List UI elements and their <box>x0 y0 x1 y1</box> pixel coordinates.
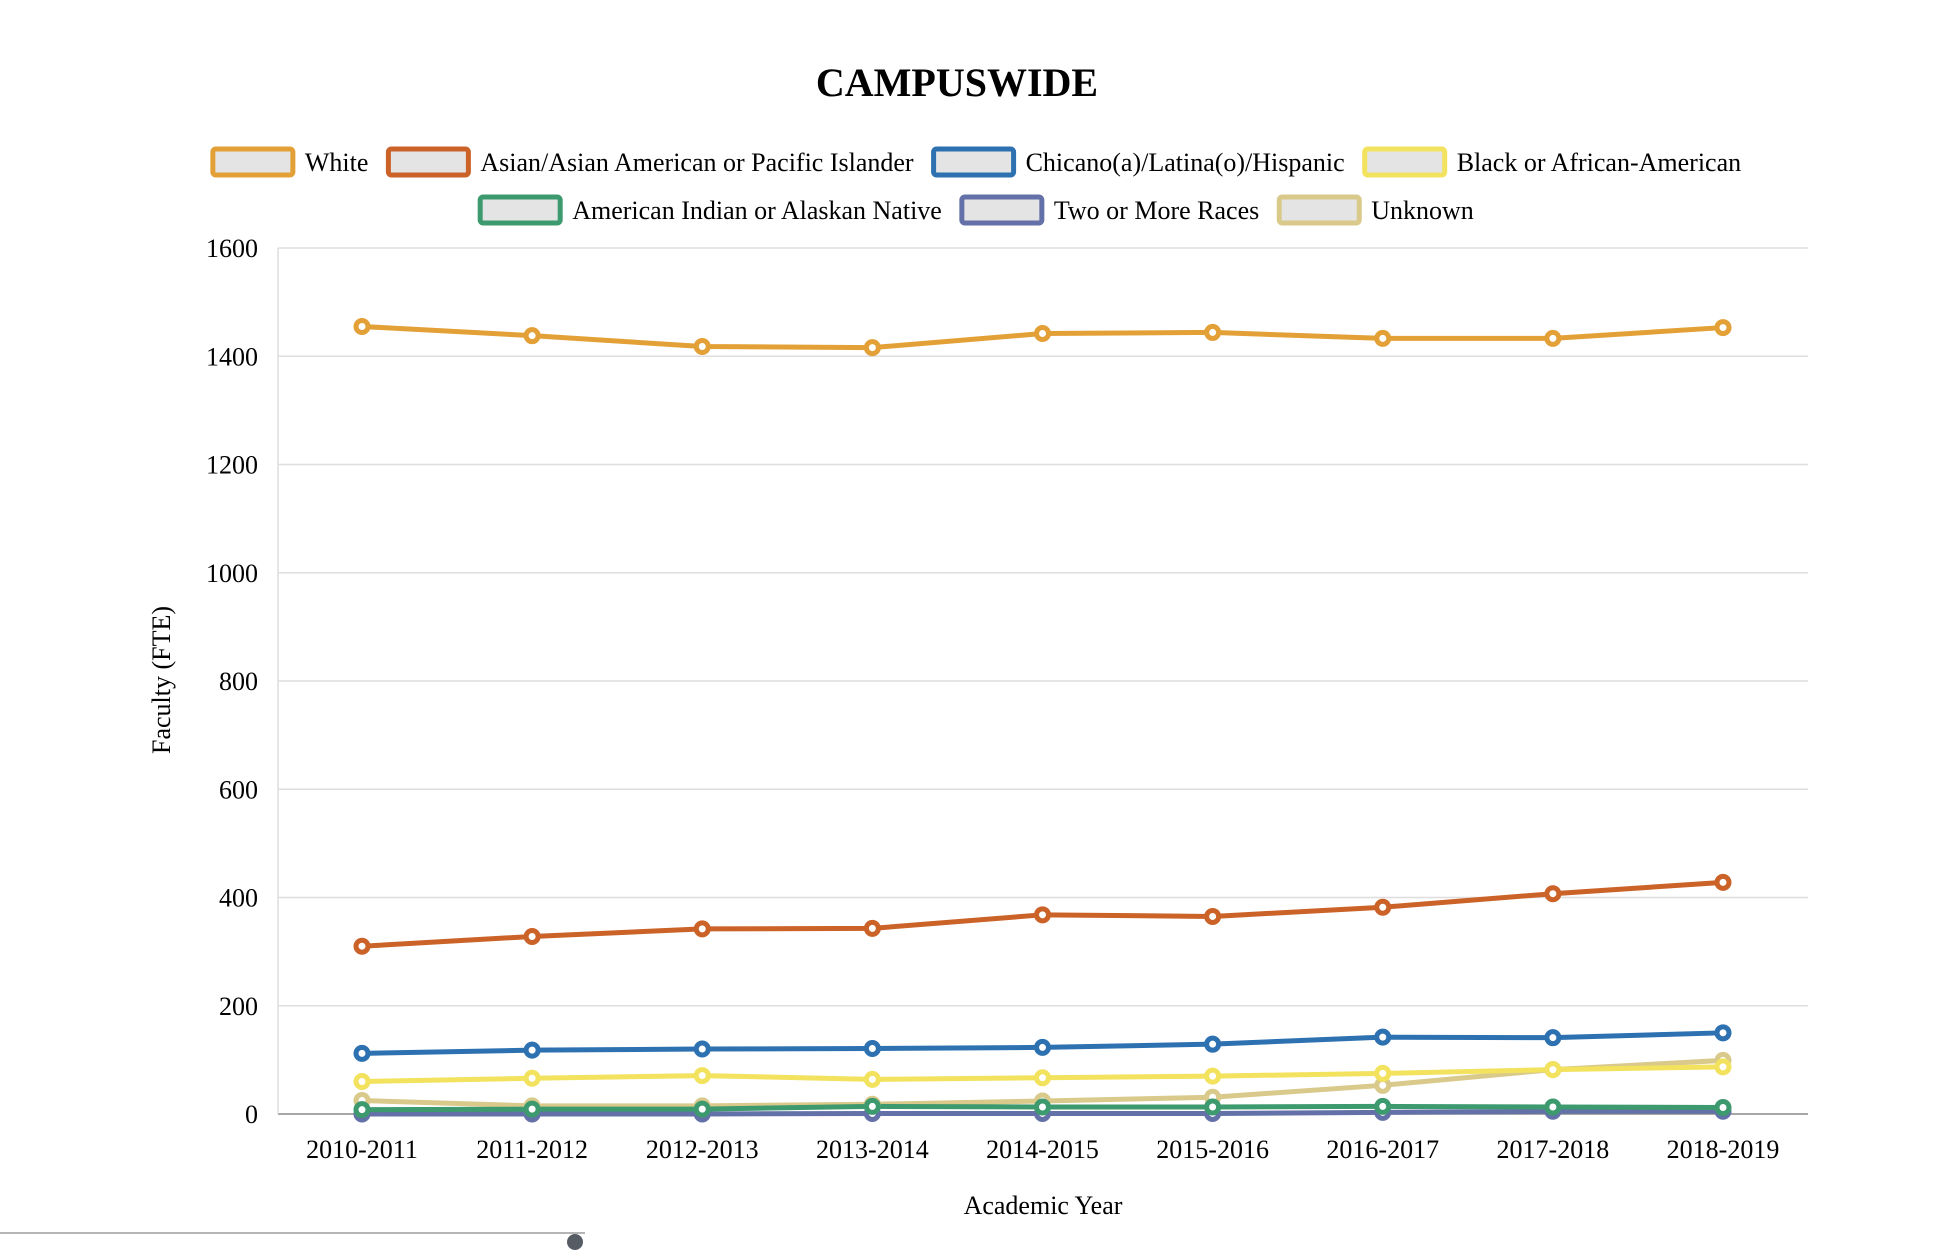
y-tick-label: 200 <box>219 992 258 1021</box>
data-point-american-indian-or-alaskan-native[interactable] <box>1544 1098 1562 1116</box>
legend-item-black-or-african-american[interactable]: Black or African-American <box>1362 146 1741 178</box>
legend-label: American Indian or Alaskan Native <box>572 196 942 225</box>
legend-swatch[interactable] <box>1362 146 1448 178</box>
legend-label: Chicano(a)/Latina(o)/Hispanic <box>1026 148 1345 177</box>
data-point-white[interactable] <box>353 317 371 335</box>
data-point-black-or-african-american[interactable] <box>1544 1061 1562 1079</box>
data-point-white[interactable] <box>1544 329 1562 347</box>
data-point-chicano-a-latina-o-hispanic[interactable] <box>1034 1038 1051 1056</box>
x-axis-title: Academic Year <box>964 1191 1123 1220</box>
y-tick-label: 600 <box>219 775 258 804</box>
legend-label: Black or African-American <box>1457 148 1741 177</box>
x-tick-label: 2013-2014 <box>816 1135 929 1164</box>
y-axis-title: Faculty (FTE) <box>147 606 176 754</box>
x-axis-ticks: 2010-2011 2011-2012 2012-2013 2013-2014 2014… <box>306 1135 1779 1164</box>
legend-item-asian-asian-american-or-pacific-islander[interactable]: Asian/Asian American or Pacific Islander <box>385 146 914 178</box>
data-point-chicano-a-latina-o-hispanic[interactable] <box>863 1040 881 1058</box>
data-point-asian-asian-american-or-pacific-islander[interactable] <box>353 937 371 955</box>
data-point-chicano-a-latina-o-hispanic[interactable] <box>1544 1029 1562 1047</box>
x-tick-label: 2018-2019 <box>1667 1135 1780 1164</box>
legend-swatch[interactable] <box>210 146 296 178</box>
data-point-asian-asian-american-or-pacific-islander[interactable] <box>693 920 711 938</box>
data-point-american-indian-or-alaskan-native[interactable] <box>1374 1097 1392 1115</box>
y-tick-label: 400 <box>219 884 258 913</box>
data-point-black-or-african-american[interactable] <box>1204 1067 1222 1085</box>
data-point-white[interactable] <box>1714 319 1732 337</box>
legend-swatch[interactable] <box>959 194 1045 226</box>
y-tick-label: 1000 <box>206 559 258 588</box>
data-point-american-indian-or-alaskan-native[interactable] <box>693 1100 711 1118</box>
data-point-chicano-a-latina-o-hispanic[interactable] <box>1374 1028 1392 1046</box>
chart-title: CAMPUSWIDE <box>816 60 1098 105</box>
legend-label: Unknown <box>1371 196 1474 225</box>
data-point-white[interactable] <box>1204 323 1222 341</box>
data-point-black-or-african-american[interactable] <box>523 1069 541 1087</box>
series-points <box>353 317 1732 1123</box>
data-point-american-indian-or-alaskan-native[interactable] <box>1034 1098 1051 1116</box>
x-tick-label: 2016-2017 <box>1326 1135 1439 1164</box>
data-point-american-indian-or-alaskan-native[interactable] <box>863 1097 881 1115</box>
y-axis-ticks: 0 200 400 600 800 1000 1200 1400 1600 <box>206 234 258 1129</box>
scroll-handle[interactable] <box>567 1234 583 1250</box>
legend-item-unknown[interactable]: Unknown <box>1276 194 1474 226</box>
scroll-track[interactable] <box>0 1232 585 1242</box>
x-tick-label: 2012-2013 <box>646 1135 759 1164</box>
y-tick-label: 800 <box>219 667 258 696</box>
data-point-chicano-a-latina-o-hispanic[interactable] <box>1714 1024 1732 1042</box>
data-point-asian-asian-american-or-pacific-islander[interactable] <box>1374 898 1392 916</box>
legend-swatch[interactable] <box>931 146 1017 178</box>
gridlines <box>278 247 1808 1007</box>
data-point-chicano-a-latina-o-hispanic[interactable] <box>523 1041 541 1059</box>
legend-label: Asian/Asian American or Pacific Islander <box>480 148 914 177</box>
y-tick-label: 0 <box>245 1100 258 1129</box>
data-point-chicano-a-latina-o-hispanic[interactable] <box>353 1044 371 1062</box>
legend: White Asian/Asian American or Pacific Isl… <box>210 146 1741 226</box>
x-tick-label: 2014-2015 <box>986 1135 1099 1164</box>
data-point-asian-asian-american-or-pacific-islander[interactable] <box>1544 885 1562 903</box>
data-point-black-or-african-american[interactable] <box>863 1070 881 1088</box>
data-point-black-or-african-american[interactable] <box>1714 1058 1732 1076</box>
data-point-american-indian-or-alaskan-native[interactable] <box>353 1101 371 1119</box>
series-lines <box>359 323 1726 1117</box>
data-point-black-or-african-american[interactable] <box>1374 1064 1392 1082</box>
y-tick-label: 1400 <box>206 342 258 371</box>
y-tick-label: 1600 <box>206 234 258 263</box>
data-point-asian-asian-american-or-pacific-islander[interactable] <box>863 919 881 937</box>
data-point-white[interactable] <box>523 327 541 345</box>
data-point-american-indian-or-alaskan-native[interactable] <box>1204 1098 1222 1116</box>
legend-label: Two or More Races <box>1054 196 1259 225</box>
data-point-american-indian-or-alaskan-native[interactable] <box>523 1100 541 1118</box>
legend-item-chicano-a-latina-o-hispanic[interactable]: Chicano(a)/Latina(o)/Hispanic <box>931 146 1345 178</box>
x-tick-label: 2010-2011 <box>306 1135 418 1164</box>
data-point-white[interactable] <box>1374 329 1392 347</box>
legend-item-american-indian-or-alaskan-native[interactable]: American Indian or Alaskan Native <box>477 194 942 226</box>
y-tick-label: 1200 <box>206 451 258 480</box>
x-tick-label: 2011-2012 <box>476 1135 588 1164</box>
data-point-asian-asian-american-or-pacific-islander[interactable] <box>1204 907 1222 925</box>
legend-label: White <box>305 148 369 177</box>
x-tick-label: 2015-2016 <box>1156 1135 1269 1164</box>
data-point-american-indian-or-alaskan-native[interactable] <box>1714 1099 1732 1117</box>
legend-item-two-or-more-races[interactable]: Two or More Races <box>959 194 1259 226</box>
data-point-chicano-a-latina-o-hispanic[interactable] <box>1204 1035 1222 1053</box>
data-point-asian-asian-american-or-pacific-islander[interactable] <box>1034 906 1051 924</box>
data-point-asian-asian-american-or-pacific-islander[interactable] <box>1714 873 1732 891</box>
data-point-white[interactable] <box>693 338 711 356</box>
data-point-black-or-african-american[interactable] <box>353 1073 371 1091</box>
data-point-white[interactable] <box>1034 325 1051 343</box>
data-point-black-or-african-american[interactable] <box>693 1067 711 1085</box>
legend-swatch[interactable] <box>477 194 563 226</box>
x-tick-label: 2017-2018 <box>1497 1135 1610 1164</box>
legend-swatch[interactable] <box>1276 194 1362 226</box>
data-point-chicano-a-latina-o-hispanic[interactable] <box>693 1040 711 1058</box>
legend-swatch[interactable] <box>385 146 471 178</box>
data-point-asian-asian-american-or-pacific-islander[interactable] <box>523 927 541 945</box>
data-point-white[interactable] <box>863 339 881 357</box>
data-point-black-or-african-american[interactable] <box>1034 1069 1051 1087</box>
legend-item-white[interactable]: White <box>210 146 369 178</box>
